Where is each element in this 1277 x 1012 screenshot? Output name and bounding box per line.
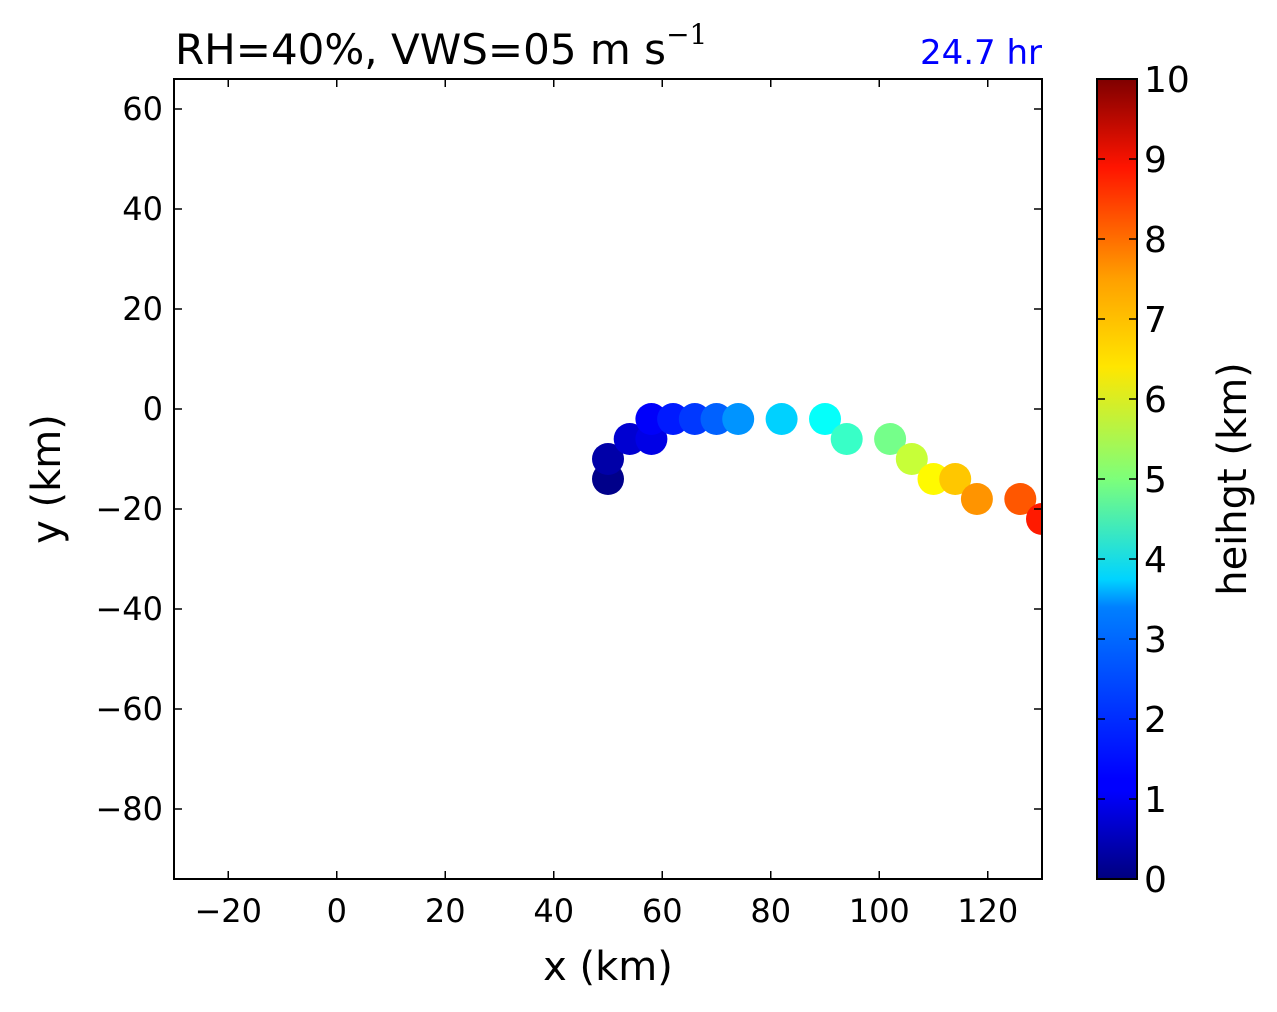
x-tick-label-1: 0 [327, 892, 347, 930]
data-point-17 [1004, 483, 1037, 515]
x-axis-label: x (km) [543, 944, 673, 990]
colorbar-tick-label-2: 2 [1144, 700, 1167, 741]
y-tick-label-5: 20 [122, 290, 163, 328]
colorbar-tick-label-1: 1 [1144, 780, 1167, 821]
y-tick-label-1: −60 [95, 690, 163, 728]
data-point-12 [874, 423, 907, 455]
x-tick-label-5: 80 [750, 892, 791, 930]
data-point-10 [809, 403, 841, 435]
colorbar-tick-label-5: 5 [1144, 460, 1167, 501]
y-tick-label-2: −40 [95, 590, 163, 628]
y-axis-label: y (km) [24, 414, 70, 544]
colorbar-tick-label-3: 3 [1144, 620, 1167, 661]
colorbar-tick-label-7: 7 [1144, 300, 1167, 341]
data-point-11 [830, 423, 863, 455]
x-tick-label-2: 20 [425, 892, 466, 930]
y-tick-label-6: 40 [122, 190, 163, 228]
colorbar-tick-label-6: 6 [1144, 380, 1167, 421]
data-points [592, 403, 1042, 535]
y-tick-label-4: 0 [143, 390, 163, 428]
data-point-9 [765, 403, 798, 435]
y-tick-label-0: −80 [95, 790, 163, 828]
chart-title-main: RH=40%, VWS=05 m s [175, 25, 666, 74]
x-tick-label-7: 120 [957, 892, 1018, 930]
plot-frame [173, 78, 1043, 880]
y-tick-label-7: 60 [122, 90, 163, 128]
data-point-15 [939, 463, 972, 495]
x-tick-label-3: 40 [533, 892, 574, 930]
y-tick-label-3: −20 [95, 490, 163, 528]
chart-title-superscript: −1 [666, 18, 707, 51]
colorbar-tick-label-9: 9 [1144, 140, 1167, 181]
data-point-13 [895, 443, 928, 475]
data-point-8 [722, 403, 755, 435]
x-tick-label-0: −20 [194, 892, 262, 930]
data-point-18 [1026, 503, 1042, 535]
time-label: 24.7 hr [920, 33, 1042, 73]
colorbar-tick-label-10: 10 [1144, 60, 1190, 101]
x-tick-label-4: 60 [642, 892, 683, 930]
colorbar-tick-label-4: 4 [1144, 540, 1167, 581]
chart-title: RH=40%, VWS=05 m s−1 [175, 18, 707, 74]
data-point-1 [592, 443, 624, 475]
colorbar-ticks: 0 1 2 3 4 5 6 7 8 9 10 [1097, 60, 1190, 901]
y-axis-ticks: −80 −60 −40 −20 0 20 40 60 [95, 90, 1042, 828]
colorbar-label: heihgt (km) [1210, 362, 1256, 596]
x-axis-ticks: −20 0 20 40 60 80 100 120 [194, 79, 1018, 930]
x-tick-label-6: 100 [849, 892, 910, 930]
data-point-16 [960, 483, 993, 515]
colorbar-tick-label-8: 8 [1144, 220, 1167, 261]
colorbar-tick-label-0: 0 [1144, 860, 1167, 901]
